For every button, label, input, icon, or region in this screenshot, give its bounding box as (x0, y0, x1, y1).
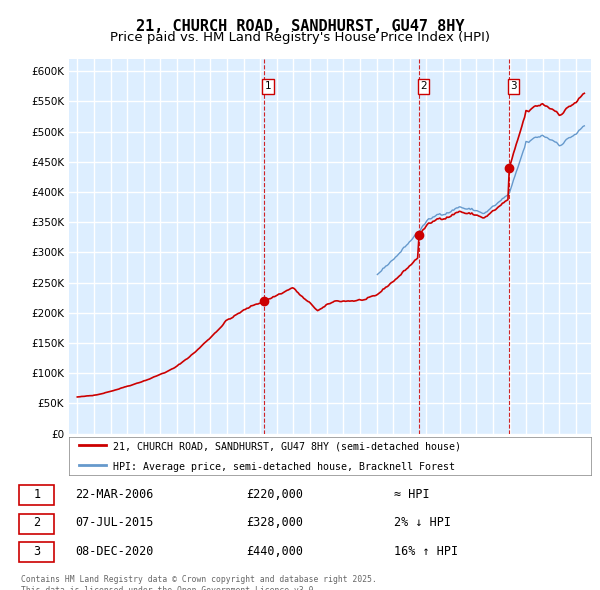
Text: 08-DEC-2020: 08-DEC-2020 (75, 545, 154, 558)
Text: £440,000: £440,000 (246, 545, 303, 558)
Text: 3: 3 (510, 81, 517, 91)
Text: 2% ↓ HPI: 2% ↓ HPI (394, 516, 451, 529)
FancyBboxPatch shape (19, 513, 55, 534)
Text: 22-MAR-2006: 22-MAR-2006 (75, 488, 154, 501)
Text: Price paid vs. HM Land Registry's House Price Index (HPI): Price paid vs. HM Land Registry's House … (110, 31, 490, 44)
Text: £220,000: £220,000 (246, 488, 303, 501)
Text: 1: 1 (33, 488, 40, 501)
Text: 21, CHURCH ROAD, SANDHURST, GU47 8HY (semi-detached house): 21, CHURCH ROAD, SANDHURST, GU47 8HY (se… (113, 441, 461, 451)
Text: 07-JUL-2015: 07-JUL-2015 (75, 516, 154, 529)
Text: 3: 3 (33, 545, 40, 558)
Text: ≈ HPI: ≈ HPI (394, 488, 430, 501)
Text: HPI: Average price, semi-detached house, Bracknell Forest: HPI: Average price, semi-detached house,… (113, 461, 455, 471)
FancyBboxPatch shape (19, 485, 55, 505)
FancyBboxPatch shape (19, 542, 55, 562)
Text: Contains HM Land Registry data © Crown copyright and database right 2025.
This d: Contains HM Land Registry data © Crown c… (21, 575, 377, 590)
Text: 16% ↑ HPI: 16% ↑ HPI (394, 545, 458, 558)
Text: 2: 2 (33, 516, 40, 529)
Text: 21, CHURCH ROAD, SANDHURST, GU47 8HY: 21, CHURCH ROAD, SANDHURST, GU47 8HY (136, 19, 464, 34)
Text: 1: 1 (265, 81, 272, 91)
Text: £328,000: £328,000 (246, 516, 303, 529)
Text: 2: 2 (420, 81, 427, 91)
